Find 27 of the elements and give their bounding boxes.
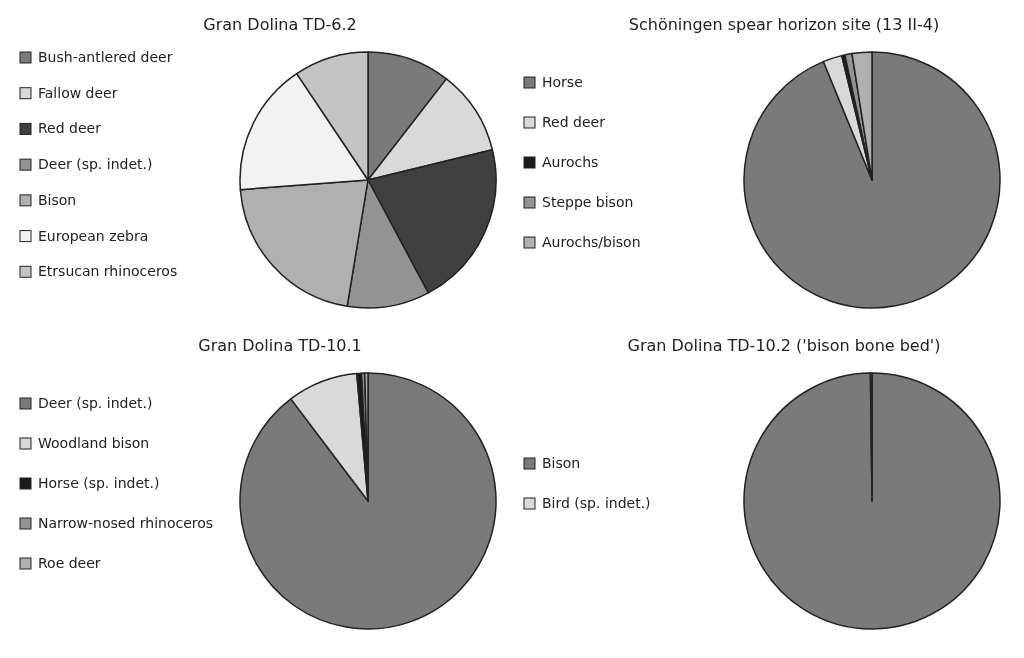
legend-label: Red deer [542,114,606,130]
legend-label: Narrow-nosed rhinoceros [38,515,214,531]
legend-label: Aurochs/bison [542,234,641,250]
legend-label: Bison [542,455,581,471]
chart-title: Gran Dolina TD-6.2 [203,15,357,34]
legend-label: Aurochs [542,154,599,170]
legend-label: Fallow deer [38,84,118,101]
chart-title: Gran Dolina TD-10.1 [198,336,362,355]
legend-label: Deer (sp. indet.) [38,156,153,173]
chart-title: Gran Dolina TD-10.2 ('bison bone bed') [627,336,941,355]
pie-slice [743,51,1001,309]
legend-label: Roe deer [38,555,101,571]
legend-label: Horse [542,74,583,90]
legend-label: Horse (sp. indet.) [38,475,160,491]
legend-label: European zebra [38,227,149,244]
legend-label: Bush-antlered deer [38,49,173,65]
legend-label: Woodland bison [38,435,150,451]
legend-label: Deer (sp. indet.) [38,395,153,411]
legend-label: Red deer [38,120,102,137]
chart-title: Schöningen spear horizon site (13 II-4) [628,15,940,34]
pie-slice [743,372,1001,630]
legend-label: Bison [38,191,77,208]
pie-slice [822,54,873,181]
legend-label: Bird (sp. indet.) [542,495,651,511]
legend-label: Steppe bison [542,194,634,210]
pie-slice [239,372,497,630]
legend-label: Etrsucan rhinoceros [38,263,178,280]
